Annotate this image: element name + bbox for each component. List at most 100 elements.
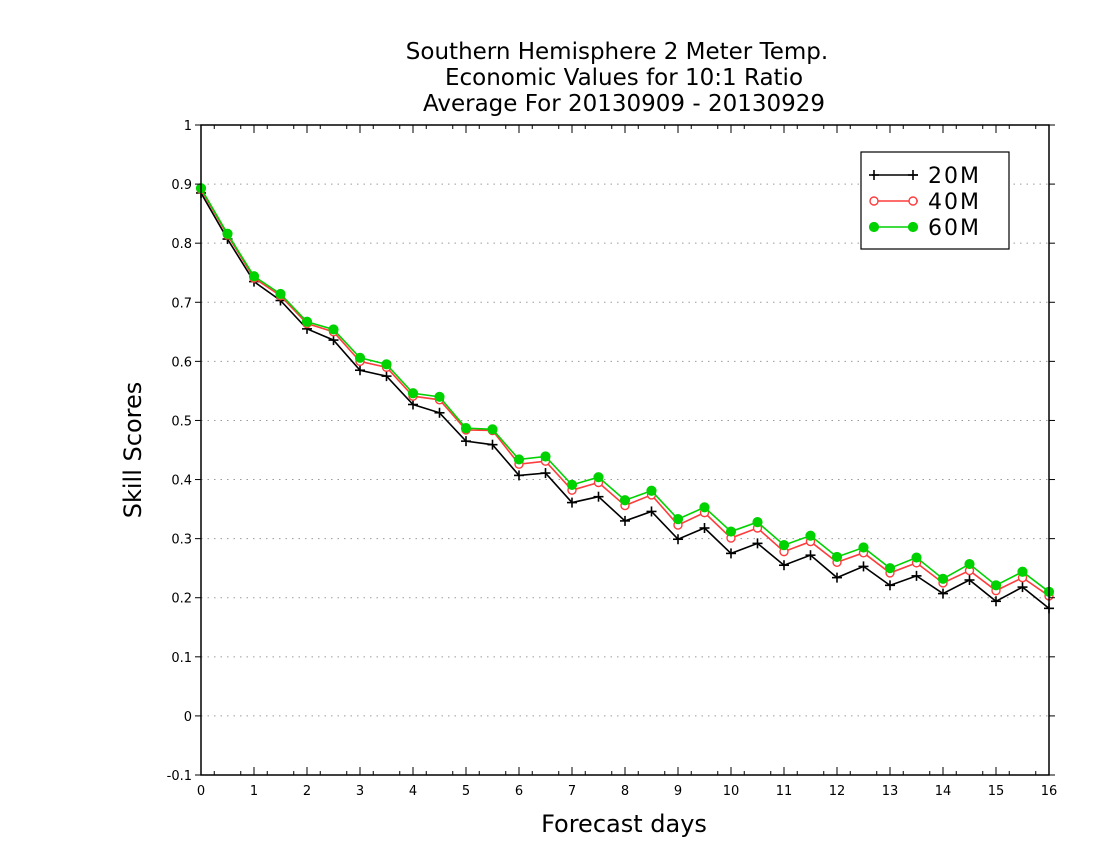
data-point-60M [513, 454, 525, 465]
data-point-60M [593, 472, 604, 483]
data-point-60M [937, 573, 949, 584]
data-point-20M [487, 439, 498, 450]
data-point-20M [620, 515, 630, 526]
data-point-60M [619, 495, 631, 506]
data-point-20M [805, 550, 816, 561]
data-point-60M [964, 558, 975, 570]
data-point-20M [1017, 582, 1028, 593]
data-point-60M [672, 514, 684, 525]
y-tick-label: 1 [184, 119, 192, 134]
y-tick-label: 0.1 [171, 651, 192, 666]
legend-marker-60M [868, 221, 880, 233]
series-line-20M [200, 192, 1050, 609]
y-tick-label: -0.1 [167, 769, 192, 784]
legend-marker-40M [869, 196, 879, 206]
data-point-60M [275, 288, 286, 300]
y-tick-label: 0.9 [171, 178, 192, 193]
legend-marker-20M [869, 170, 879, 180]
legend-item-40M: 40M [869, 190, 981, 215]
data-point-60M [487, 424, 498, 435]
data-point-60M [407, 388, 419, 399]
data-point-20M [991, 596, 1001, 607]
y-tick-label: 0.2 [171, 592, 192, 607]
chart-title-line-3: Average For 20130909 - 20130929 [423, 91, 825, 117]
data-point-20M [911, 570, 922, 581]
data-point-20M [938, 588, 948, 599]
data-point-20M [355, 365, 365, 376]
data-point-20M [434, 407, 445, 418]
data-point-60M [778, 540, 790, 551]
x-tick-label: 9 [674, 784, 682, 799]
y-axis-label: Skill Scores [119, 382, 147, 519]
data-point-20M [593, 491, 604, 502]
data-point-60M [752, 516, 763, 528]
y-tick-label: 0.8 [171, 237, 192, 252]
x-axis-ticks: 0 1 2 3 4 5 6 7 8 9 10 11 12 13 14 15 16 [197, 125, 1057, 799]
legend-item-60M: 60M [868, 216, 981, 241]
x-tick-label: 3 [356, 784, 364, 799]
y-tick-label: 0.3 [171, 533, 192, 548]
data-point-20M [779, 560, 789, 571]
data-point-60M [805, 530, 816, 541]
data-point-60M [990, 580, 1002, 591]
data-point-20M [964, 575, 975, 585]
data-point-60M [460, 423, 472, 434]
y-tick-label: 0.4 [171, 474, 192, 489]
data-point-60M [381, 359, 392, 370]
data-point-20M [858, 561, 869, 572]
data-point-60M [911, 552, 922, 563]
legend-label-40M: 40M [928, 190, 981, 215]
data-point-60M [540, 451, 551, 462]
x-tick-label: 5 [462, 784, 470, 799]
chart-title-line-1: Southern Hemisphere 2 Meter Temp. [406, 39, 828, 65]
data-point-60M [858, 542, 869, 553]
legend-item-20M: 20M [869, 164, 979, 189]
grid-lines [201, 183, 1049, 717]
x-tick-label: 15 [988, 784, 1005, 799]
series-line-40M [200, 189, 1050, 597]
y-axis-ticks: -0.1 0 0.1 0.2 0.3 0.4 0.5 0.6 0.7 0.8 0.9 1 [167, 119, 1055, 784]
data-point-20M [646, 506, 657, 517]
x-tick-label: 11 [776, 784, 793, 799]
x-tick-label: 0 [197, 784, 205, 799]
y-tick-label: 0.7 [171, 296, 192, 311]
series-layer [195, 183, 1055, 614]
x-tick-label: 7 [568, 784, 576, 799]
y-tick-label: 0 [184, 710, 192, 725]
series-60M [195, 183, 1055, 597]
legend-label-60M: 60M [928, 216, 981, 241]
x-tick-label: 1 [250, 784, 258, 799]
x-tick-label: 4 [409, 784, 417, 799]
x-tick-label: 2 [303, 784, 311, 799]
chart-title-line-2: Economic Values for 10:1 Ratio [445, 65, 803, 91]
x-tick-label: 10 [723, 784, 740, 799]
data-point-60M [222, 228, 233, 239]
data-point-60M [646, 485, 657, 496]
data-point-20M [461, 436, 471, 447]
legend-marker-60M [907, 221, 919, 233]
legend-marker-40M [908, 196, 918, 206]
data-point-60M [354, 352, 366, 363]
x-axis-label: Forecast days [541, 810, 707, 838]
data-point-20M [699, 523, 710, 533]
data-point-60M [328, 324, 339, 335]
data-point-60M [434, 391, 445, 402]
data-point-60M [725, 526, 737, 537]
data-point-20M [408, 399, 418, 410]
data-point-20M [885, 580, 895, 591]
data-point-20M [381, 371, 392, 382]
data-point-60M [884, 563, 896, 574]
data-point-60M [831, 551, 843, 563]
series-20M [196, 187, 1054, 614]
x-tick-label: 6 [515, 784, 523, 799]
data-point-60M [699, 502, 710, 513]
legend-marker-20M [908, 170, 918, 180]
data-point-20M [752, 538, 763, 549]
y-tick-label: 0.6 [171, 355, 192, 370]
data-point-20M [567, 497, 577, 508]
data-point-20M [832, 572, 842, 583]
data-point-60M [248, 271, 260, 282]
x-tick-label: 13 [882, 784, 899, 799]
